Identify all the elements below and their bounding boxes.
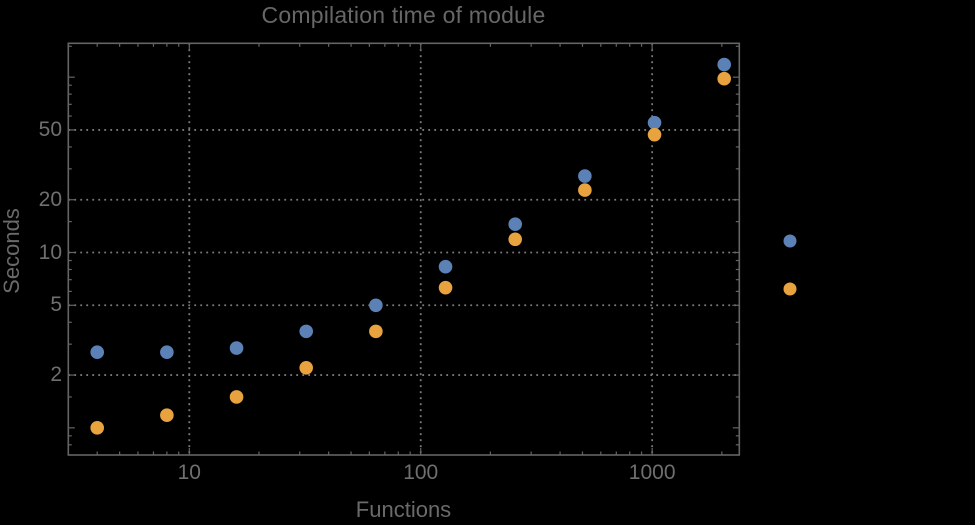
x-tick-label: 100 [403, 461, 439, 484]
y-tick-label: 2 [50, 363, 62, 387]
point-series-1 [717, 57, 732, 72]
point-series-2 [508, 232, 523, 247]
point-series-2 [369, 324, 383, 339]
y-tick-label: 5 [50, 293, 62, 317]
legend-marker-series-2 [783, 282, 797, 296]
point-series-1 [90, 345, 105, 360]
point-series-2 [647, 127, 662, 142]
x-tick-label: 1000 [628, 461, 676, 484]
y-tick-label: 20 [38, 187, 62, 211]
point-series-1 [160, 345, 174, 360]
point-series-2 [438, 280, 453, 295]
x-tick-label: 10 [177, 461, 201, 484]
point-series-2 [160, 408, 174, 423]
y-tick-label: 50 [38, 117, 62, 141]
x-axis-label: Functions [355, 497, 452, 522]
point-series-1 [369, 298, 383, 313]
point-series-1 [299, 324, 314, 339]
point-series-2 [299, 360, 314, 375]
point-series-2 [717, 71, 732, 86]
legend-marker-series-1 [783, 234, 797, 248]
point-series-2 [229, 390, 244, 404]
point-series-2 [578, 183, 592, 197]
y-tick-label: 10 [38, 240, 62, 264]
point-series-2 [90, 421, 105, 435]
point-series-1 [647, 115, 662, 130]
plot-title: Compilation time of module [261, 2, 546, 28]
point-series-1 [438, 259, 453, 274]
point-series-1 [229, 341, 244, 355]
point-series-1 [508, 217, 523, 232]
plot-frame [67, 42, 741, 456]
point-series-1 [578, 169, 592, 183]
